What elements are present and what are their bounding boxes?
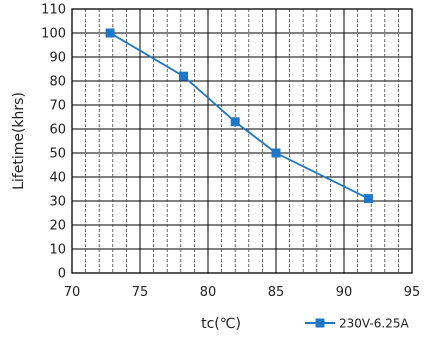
y-tick-label: 10 (49, 243, 66, 258)
y-tick-label: 40 (49, 171, 66, 186)
x-axis-title: tc(℃) (201, 316, 241, 332)
legend-label: 230V-6.25A (339, 317, 409, 331)
y-tick-label: 30 (49, 195, 66, 210)
series-layer (105, 28, 373, 204)
y-axis-title: Lifetime(khrs) (11, 92, 27, 190)
plot-frame (71, 8, 413, 274)
x-tick-label: 85 (268, 285, 285, 300)
grid (72, 9, 412, 273)
data-point-marker (271, 148, 281, 158)
data-point-marker (230, 117, 240, 127)
x-tick-label: 90 (336, 285, 353, 300)
y-tick-label: 90 (49, 51, 66, 66)
y-tick-label: 100 (41, 27, 66, 42)
y-tick-label: 110 (41, 3, 66, 18)
y-tick-label: 50 (49, 147, 66, 162)
x-tick-labels: 70 75 80 85 90 95 (64, 285, 421, 300)
y-tick-label: 0 (58, 267, 66, 282)
y-tick-labels: 0 10 20 30 40 50 60 70 80 90 100 110 (41, 3, 66, 282)
legend-marker-swatch (315, 318, 325, 328)
y-tick-label: 70 (49, 99, 66, 114)
x-tick-label: 75 (132, 285, 149, 300)
y-tick-label: 20 (49, 219, 66, 234)
data-point-marker (105, 28, 115, 38)
x-tick-label: 80 (200, 285, 217, 300)
y-tick-label: 60 (49, 123, 66, 138)
data-point-marker (363, 194, 373, 204)
y-tick-label: 80 (49, 75, 66, 90)
x-tick-label: 95 (404, 285, 421, 300)
x-tick-label: 70 (64, 285, 81, 300)
legend: 230V-6.25A (305, 317, 409, 331)
series-line (109, 32, 369, 200)
data-point-marker (179, 71, 189, 81)
